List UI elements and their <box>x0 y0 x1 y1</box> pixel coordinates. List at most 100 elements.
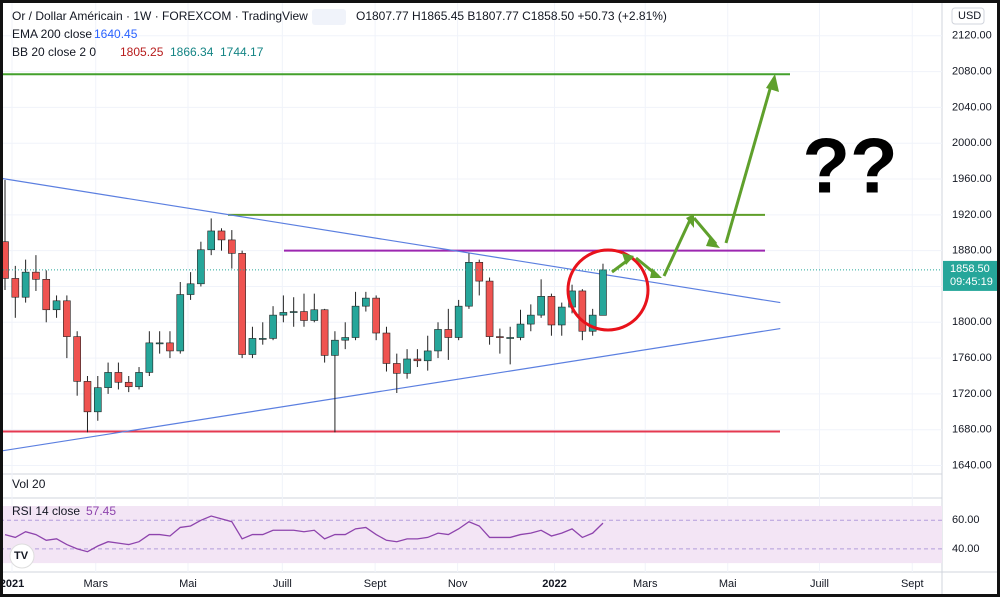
rsi-value: 57.45 <box>86 504 116 518</box>
x-tick-label: Mars <box>84 578 109 590</box>
last-price-box <box>943 260 997 291</box>
candle-body <box>145 342 154 373</box>
last-price-label: 1858.50 <box>950 263 990 275</box>
candle-body <box>341 337 350 341</box>
candle-body <box>207 230 215 251</box>
candle-body <box>248 338 257 355</box>
candle-body <box>320 309 329 356</box>
candle-body <box>331 339 339 356</box>
header: Or / Dollar Américain · 1W · FOREXCOM · … <box>12 7 985 518</box>
candle-body <box>238 253 246 355</box>
currency-button[interactable] <box>951 7 985 25</box>
candle-body <box>83 381 92 413</box>
x-tick-label: Juill <box>273 578 292 590</box>
candle-body <box>93 387 102 413</box>
symbol-title: Or / Dollar Américain · 1W · FOREXCOM · … <box>12 9 308 23</box>
x-tick-label: Mars <box>633 578 658 590</box>
x-tick-label: Mai <box>719 578 737 590</box>
candle-body <box>537 296 545 316</box>
trend-line <box>3 327 781 452</box>
arrowhead <box>686 214 694 228</box>
ema-value: 1640.45 <box>94 27 138 41</box>
x-tick-label: Sept <box>901 578 924 590</box>
tv-logo: TV <box>9 543 35 569</box>
candle-body <box>300 311 308 321</box>
candle-body <box>217 230 226 241</box>
bb-label: BB 20 close 2 0 <box>12 45 96 59</box>
candle-body <box>52 300 61 311</box>
candle-body <box>42 279 51 311</box>
candle-body <box>527 314 535 325</box>
candle-body <box>289 311 298 313</box>
candle-body <box>63 300 71 337</box>
candle-body <box>3 241 9 279</box>
y-tick-label: 2000.00 <box>952 137 992 149</box>
arrowhead <box>706 236 720 248</box>
bb-basis: 1805.25 <box>120 45 164 59</box>
y-tick-label: 2040.00 <box>952 101 992 113</box>
rsi-tick-label: 60.00 <box>952 514 980 526</box>
candle-body <box>114 372 123 383</box>
candle-body <box>310 309 319 321</box>
bb-lower: 1744.17 <box>220 45 264 59</box>
candle-body <box>423 350 432 362</box>
y-tick-label: 2120.00 <box>952 30 992 42</box>
candle-body <box>434 329 442 352</box>
candle-body <box>557 306 566 326</box>
bb-upper: 1866.34 <box>170 45 214 59</box>
x-tick-label: 2022 <box>542 578 566 590</box>
candle-body <box>32 271 40 280</box>
y-tick-label: 1640.00 <box>952 459 992 471</box>
candle-body <box>485 280 494 337</box>
y-tick-label: 1960.00 <box>952 173 992 185</box>
candle-body <box>403 358 411 374</box>
candle-body <box>21 271 30 298</box>
candle-body <box>228 239 236 254</box>
badge <box>312 9 346 25</box>
rsi-tick-label: 40.00 <box>952 543 980 555</box>
x-tick-label: Sept <box>364 578 387 590</box>
candle-body <box>444 329 453 338</box>
candle-body <box>454 305 463 338</box>
currency[interactable]: USD <box>958 10 981 22</box>
candle-body <box>176 294 185 352</box>
vol-label: Vol 20 <box>12 477 46 491</box>
rsi-label: RSI 14 close <box>12 504 80 518</box>
candle-body <box>496 336 504 338</box>
candle-body <box>599 269 607 316</box>
candle-body <box>155 342 164 345</box>
candle-body <box>516 323 525 338</box>
candle-body <box>588 314 597 332</box>
annotation: ?? <box>802 122 897 210</box>
y-tick-label: 1760.00 <box>952 352 992 364</box>
candle-body <box>392 363 401 374</box>
candle-body <box>362 297 370 307</box>
candle-body <box>475 262 484 282</box>
arrowhead <box>622 253 634 265</box>
candle-body <box>124 381 133 388</box>
candle-body <box>197 249 205 285</box>
countdown: 09:45:19 <box>950 276 993 288</box>
candle-body <box>547 296 556 326</box>
candle-body <box>258 338 267 340</box>
x-tick-label: Nov <box>448 578 468 590</box>
arrow <box>724 81 774 244</box>
candle-body <box>269 314 277 339</box>
candle-body <box>279 312 288 316</box>
x-tick-label: Juill <box>810 578 829 590</box>
arrow <box>662 219 692 277</box>
candle-body <box>465 262 473 307</box>
trend-line <box>3 178 781 304</box>
y-tick-label: 2080.00 <box>952 66 992 78</box>
drawings <box>566 74 779 332</box>
y-tick-label: 1720.00 <box>952 388 992 400</box>
candle-body <box>186 283 195 295</box>
highlight-circle <box>566 248 650 332</box>
ema-label: EMA 200 close <box>12 27 92 41</box>
candle-body <box>382 332 391 364</box>
candle-body <box>413 358 422 362</box>
x-tick-label: Mai <box>179 578 197 590</box>
